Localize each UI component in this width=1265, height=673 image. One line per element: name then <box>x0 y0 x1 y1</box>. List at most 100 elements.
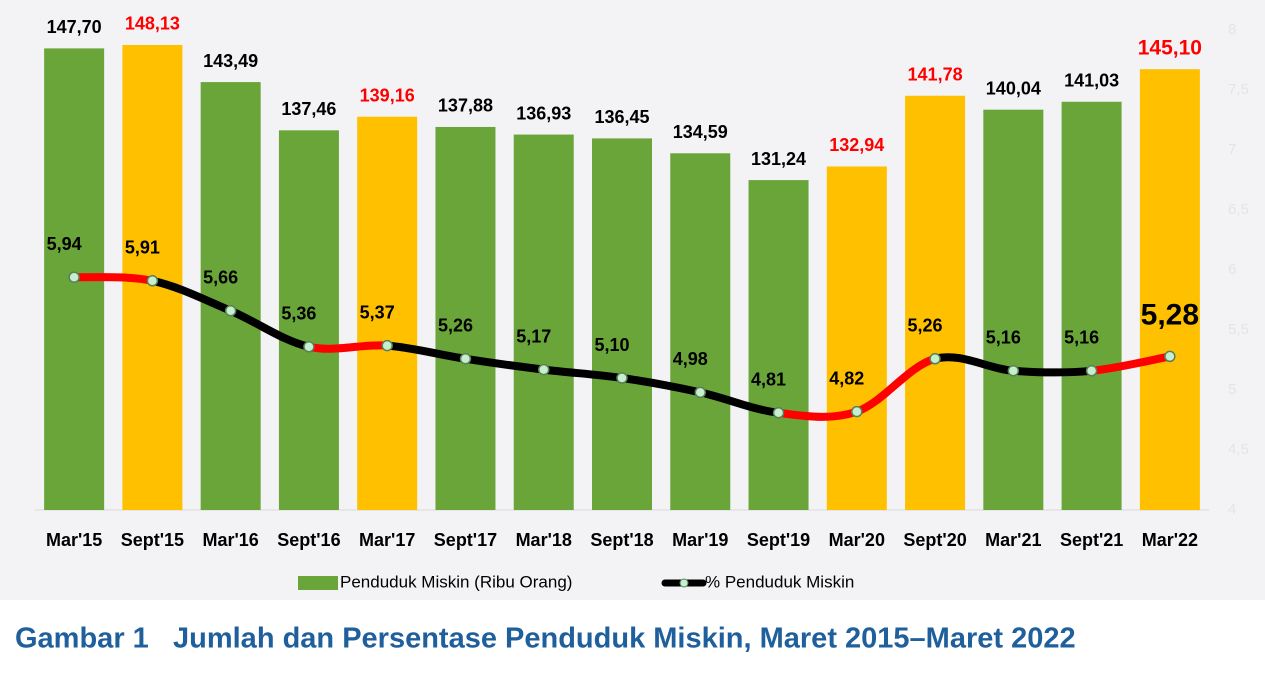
line-segment <box>383 341 470 363</box>
line-marker <box>459 353 472 365</box>
line-marker <box>1164 350 1176 363</box>
line-marker <box>68 271 80 283</box>
line-value-label: 5,94 <box>47 234 82 254</box>
bar-value-label: 136,45 <box>594 107 649 127</box>
bar <box>905 95 966 510</box>
line-marker <box>772 407 785 419</box>
x-tick-label: Mar'17 <box>359 530 415 550</box>
legend-label: % Penduduk Miskin <box>705 572 854 591</box>
line-value-label: 5,16 <box>986 328 1021 348</box>
bar <box>592 138 652 510</box>
bar-value-label: 137,46 <box>281 99 336 119</box>
line-value-label: 5,36 <box>281 304 316 324</box>
line-value-label: 5,17 <box>516 326 551 346</box>
line-value-label: 5,10 <box>594 335 629 355</box>
bar-value-label: 147,70 <box>47 17 102 37</box>
bar <box>200 82 261 510</box>
bar-value-label: 141,78 <box>908 65 963 85</box>
y2-tick-label: 7 <box>1228 141 1236 158</box>
x-tick-label: Sept'16 <box>277 530 340 550</box>
caption: Jumlah dan Persentase Penduduk Miskin, M… <box>173 623 1076 655</box>
bar <box>435 126 496 511</box>
bar-value-label: 132,94 <box>829 135 884 155</box>
bar <box>278 130 339 510</box>
line-segment <box>70 273 157 285</box>
bar <box>513 134 574 510</box>
bar-value-label: 148,13 <box>125 14 180 34</box>
bar <box>357 116 418 510</box>
line-marker <box>694 386 707 399</box>
line-value-label: 5,28 <box>1141 298 1199 331</box>
line-segment <box>618 374 705 397</box>
line-value-label: 4,98 <box>673 349 708 369</box>
legend-marker <box>679 578 689 588</box>
line-marker <box>851 405 863 418</box>
line-segment <box>461 354 548 374</box>
bar-value-label: 134,59 <box>673 122 728 142</box>
x-tick-label: Sept'19 <box>747 530 810 550</box>
line-marker <box>303 341 315 353</box>
x-tick-label: Mar'16 <box>203 530 259 550</box>
bar <box>826 166 887 511</box>
line-value-label: 4,82 <box>829 368 864 388</box>
bar-value-label: 145,10 <box>1138 37 1202 60</box>
line-segment <box>1009 366 1096 377</box>
line-segment <box>148 276 235 315</box>
bar-value-label: 143,49 <box>203 51 258 71</box>
bar <box>1139 69 1200 510</box>
line-value-label: 5,16 <box>1064 328 1099 348</box>
x-tick-label: Sept'18 <box>590 530 653 550</box>
caption-label: Gambar 1 <box>15 623 149 655</box>
y2-tick-label: 6 <box>1228 261 1236 278</box>
x-tick-label: Mar'21 <box>985 530 1041 550</box>
bar-value-label: 137,88 <box>438 96 493 116</box>
y2-tick-label: 8 <box>1228 21 1236 38</box>
line-segment <box>539 365 626 382</box>
line-marker <box>224 305 237 317</box>
line-segment <box>304 341 392 353</box>
bar <box>1061 101 1122 510</box>
line-marker <box>1085 365 1098 377</box>
line-marker <box>146 275 159 287</box>
x-tick-label: Mar'15 <box>46 530 102 550</box>
line-value-label: 5,66 <box>203 268 238 288</box>
bar-value-label: 131,24 <box>751 149 806 169</box>
legend-swatch <box>298 576 338 590</box>
x-tick-label: Mar'22 <box>1142 530 1198 550</box>
line-segment <box>774 407 861 421</box>
line-segment <box>226 306 313 351</box>
line-marker <box>1007 365 1020 377</box>
bar-value-label: 140,04 <box>986 78 1041 98</box>
x-tick-label: Sept'15 <box>121 530 184 550</box>
line-marker <box>929 353 941 365</box>
line-marker <box>381 339 393 352</box>
bar-value-label: 141,03 <box>1064 71 1119 91</box>
y2-tick-label: 5,5 <box>1228 321 1249 338</box>
x-tick-label: Mar'20 <box>829 530 885 550</box>
line-value-label: 5,91 <box>125 238 160 258</box>
x-tick-label: Sept'21 <box>1060 530 1123 550</box>
line-marker <box>537 363 550 376</box>
y2-tick-label: 5 <box>1228 381 1236 398</box>
line-marker <box>616 372 628 384</box>
line-segment <box>852 354 940 416</box>
bar <box>670 153 731 510</box>
x-tick-label: Sept'20 <box>903 530 966 550</box>
line-value-label: 5,37 <box>360 302 395 322</box>
line-value-label: 4,81 <box>751 370 786 390</box>
x-tick-label: Mar'19 <box>672 530 728 550</box>
line-segment <box>696 388 783 417</box>
x-tick-label: Sept'17 <box>434 530 497 550</box>
y2-tick-label: 7,5 <box>1228 81 1249 98</box>
legend-label: Penduduk Miskin (Ribu Orang) <box>340 572 572 591</box>
line-value-label: 5,26 <box>438 316 473 336</box>
x-tick-label: Mar'18 <box>516 530 572 550</box>
line-value-label: 5,26 <box>908 316 943 336</box>
y2-tick-label: 4,5 <box>1228 441 1249 458</box>
y2-tick-label: 4 <box>1228 501 1236 518</box>
bar <box>983 109 1044 511</box>
y2-tick-label: 6,5 <box>1228 201 1249 218</box>
line-segment <box>931 353 1018 375</box>
